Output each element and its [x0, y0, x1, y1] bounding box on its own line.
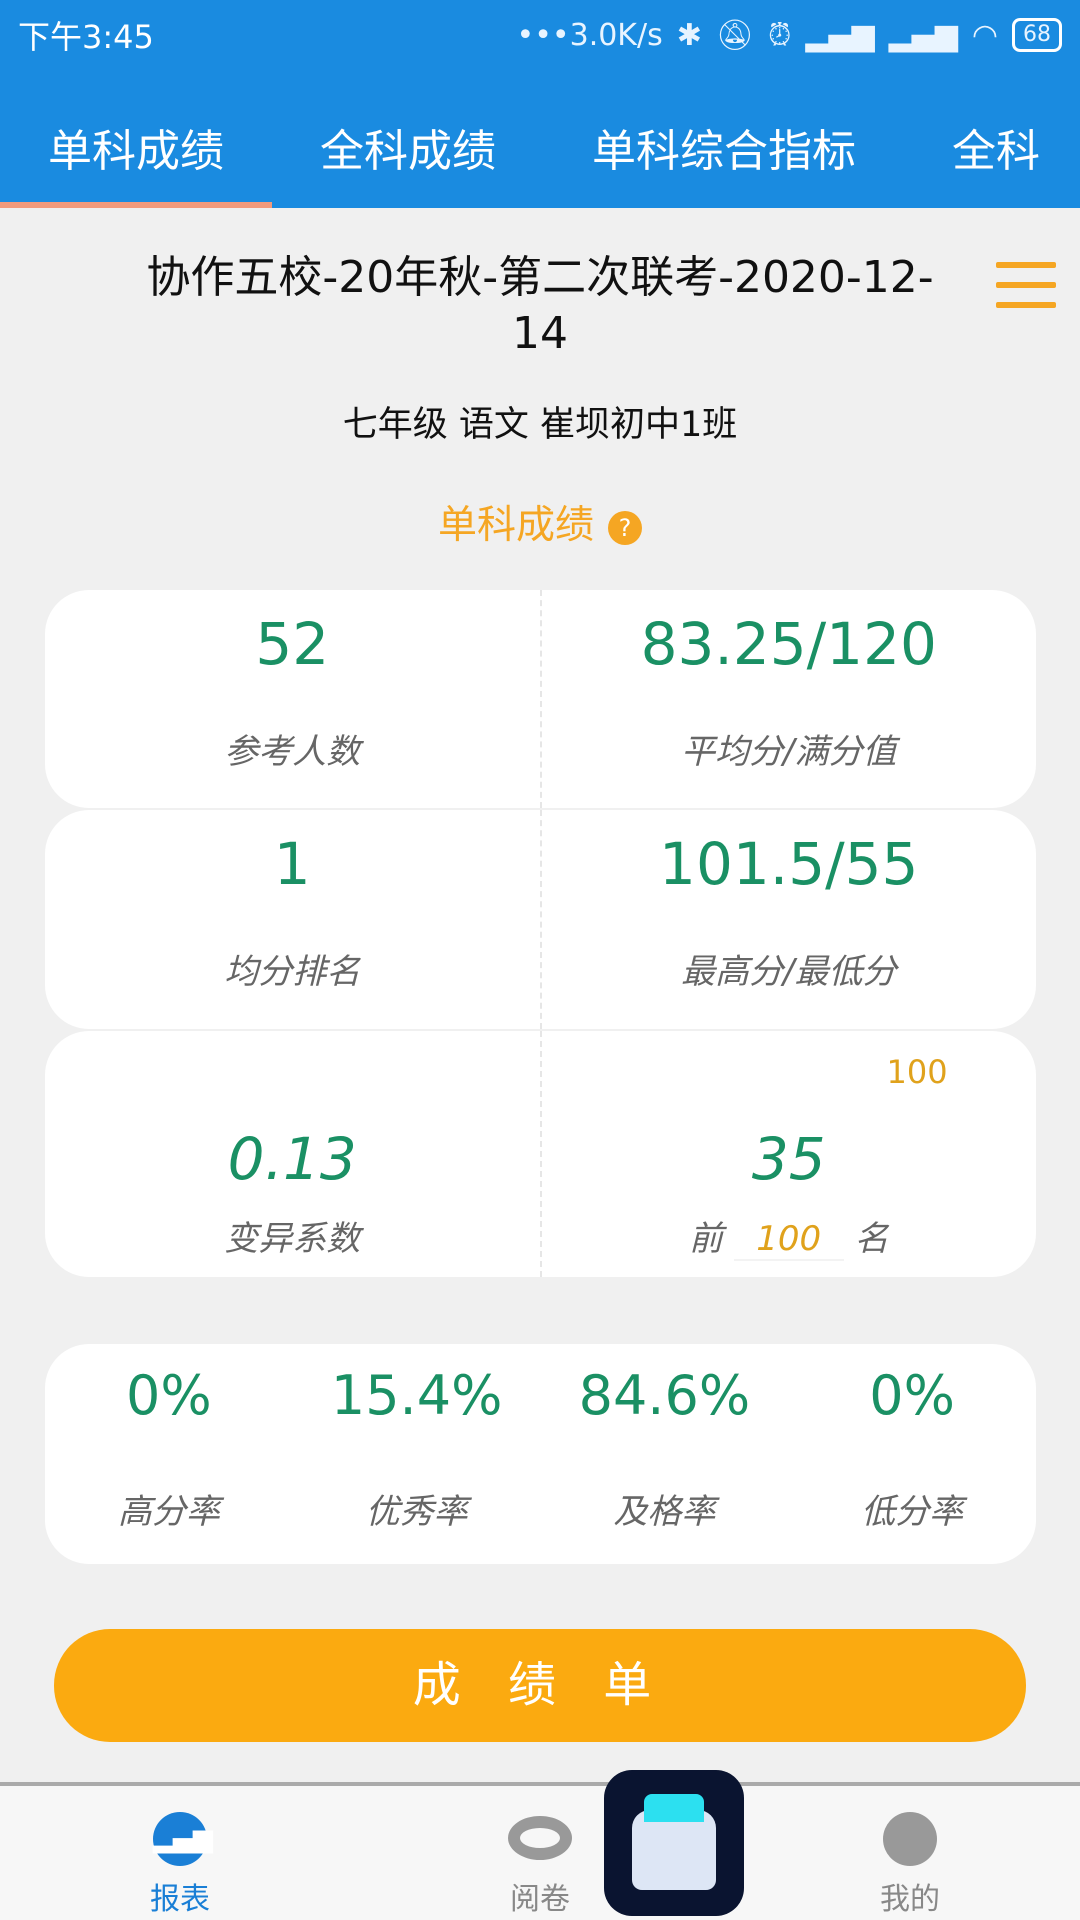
excellent-rate-value: 15.4%	[330, 1364, 503, 1427]
pass-rate-label: 及格率	[613, 1492, 716, 1532]
exam-title: 协作五校-20年秋-第二次联考-2020-12-14	[146, 252, 934, 359]
top-n-suffix: 名	[854, 1219, 889, 1259]
nav-mine[interactable]: 我的	[860, 1812, 960, 1918]
status-bar: 下午3:45 •••3.0K/s ✱ 🔕︎ ⏰︎ ▂▄▆ ▂▄▆ ◠ 68	[18, 10, 1062, 60]
cv-value: 0.13	[227, 1125, 357, 1193]
low-score-rate-value: 0%	[869, 1364, 955, 1427]
signal-icon: ▂▄▆	[888, 17, 958, 53]
tab-all-more[interactable]: 全科	[952, 126, 1040, 177]
bottom-nav: ▂▄▆ 报表 阅卷 我的	[0, 1782, 1080, 1920]
top-n-count: 35	[751, 1125, 826, 1193]
score-sheet-button[interactable]: 成 绩 单	[54, 1629, 1026, 1742]
tab-single-indicators[interactable]: 单科综合指标	[592, 126, 856, 177]
stats-card-1: 52 参考人数 83.25/120 平均分/满分值	[45, 590, 1036, 808]
nav-report-label: 报表	[150, 1882, 210, 1917]
bar-chart-icon: ▂▄▆	[153, 1812, 213, 1866]
nav-grading[interactable]: 阅卷	[490, 1812, 590, 1918]
tab-single-subject[interactable]: 单科成绩	[0, 110, 272, 208]
top-n-input[interactable]: 100	[733, 1219, 844, 1261]
high-score-rate-value: 0%	[126, 1364, 212, 1427]
battery-icon: 68	[1012, 18, 1062, 52]
wifi-icon: ◠	[971, 17, 998, 53]
avg-rank-label: 均分排名	[224, 952, 361, 992]
exam-subtitle: 七年级 语文 崔坝初中1班	[342, 405, 738, 445]
max-min-label: 最高分/最低分	[681, 952, 897, 992]
stats-card-3: 0.13 变异系数 100 35 前 100 名	[45, 1031, 1036, 1277]
low-score-rate-label: 低分率	[861, 1492, 964, 1532]
top-n-prefix: 前	[688, 1219, 723, 1259]
average-full-label: 平均分/满分值	[681, 732, 897, 772]
tab-all-subjects[interactable]: 全科成绩	[320, 126, 496, 177]
high-score-rate-label: 高分率	[117, 1492, 220, 1532]
pass-rate-value: 84.6%	[578, 1364, 751, 1427]
status-time: 下午3:45	[18, 18, 154, 56]
user-icon	[883, 1812, 937, 1866]
section-label: 单科成绩	[437, 503, 594, 548]
avg-rank-value: 1	[273, 830, 311, 898]
network-speed: •••3.0K/s	[516, 17, 663, 53]
rates-card: 0% 高分率 15.4% 优秀率 84.6% 及格率 0% 低分率	[45, 1344, 1036, 1564]
section-title: 单科成绩?	[0, 494, 1080, 550]
excellent-rate-label: 优秀率	[365, 1492, 468, 1532]
top-n-hint: 100	[886, 1053, 948, 1091]
menu-icon[interactable]	[996, 262, 1056, 308]
help-icon[interactable]: ?	[608, 510, 642, 545]
participants-value: 52	[255, 610, 330, 678]
stats-card-2: 1 均分排名 101.5/55 最高分/最低分	[45, 810, 1036, 1029]
tab-bar: 单科成绩 全科成绩 单科综合指标 全科	[0, 110, 1080, 208]
cv-label: 变异系数	[224, 1219, 361, 1259]
bluetooth-icon: ✱	[676, 17, 702, 53]
alarm-icon: ⏰︎	[767, 17, 792, 53]
max-min-value: 101.5/55	[659, 830, 919, 898]
nav-grading-label: 阅卷	[510, 1882, 570, 1917]
nav-report[interactable]: ▂▄▆ 报表	[130, 1812, 230, 1918]
participants-label: 参考人数	[224, 732, 361, 772]
watermark-car-logo	[604, 1770, 744, 1916]
eye-icon	[508, 1816, 572, 1860]
nav-mine-label: 我的	[880, 1882, 940, 1917]
average-full-value: 83.25/120	[640, 610, 937, 678]
mute-bell-icon: 🔕︎	[715, 17, 754, 53]
signal-icon: ▂▄▆	[805, 17, 875, 53]
app-header: 下午3:45 •••3.0K/s ✱ 🔕︎ ⏰︎ ▂▄▆ ▂▄▆ ◠ 68 单科…	[0, 0, 1080, 208]
